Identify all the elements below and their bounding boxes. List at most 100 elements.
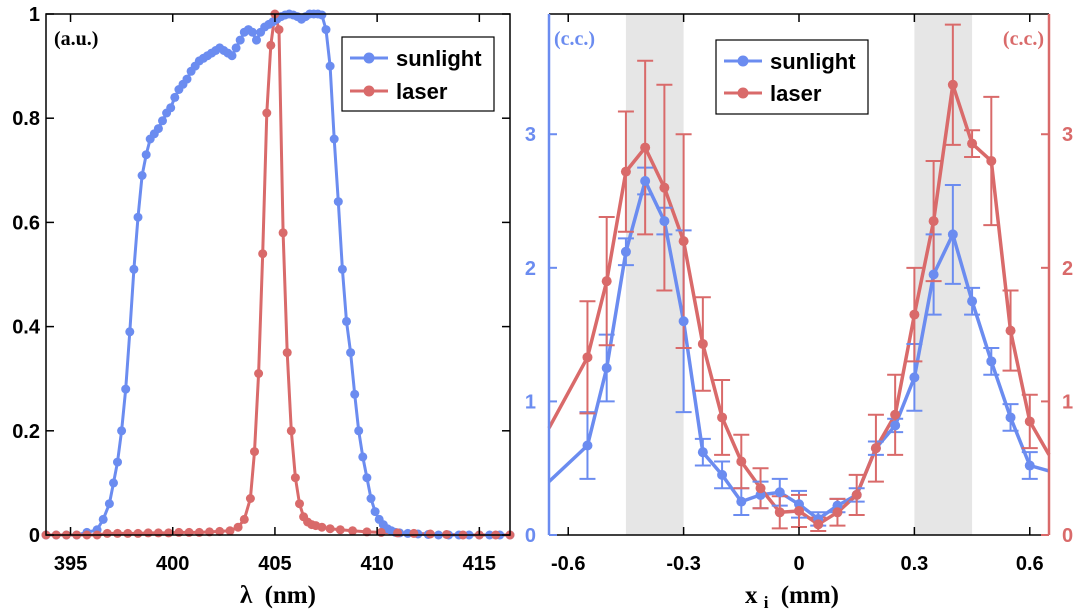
spectrum-sunlight-point: [370, 507, 380, 517]
correlation-laser-point: [967, 138, 978, 149]
legend-laser-marker: [363, 85, 375, 97]
spectrum-laser-point: [362, 527, 372, 537]
left-y-tick-label: 0: [525, 525, 536, 547]
correlation-laser-point: [832, 507, 843, 518]
spectrum-sunlight-point: [346, 348, 356, 358]
correlation-laser-point: [794, 505, 804, 516]
spectrum-sunlight-point: [342, 316, 351, 326]
spectrum-legend: sunlight laser: [341, 36, 495, 112]
spectrum-x-tick-label: 395: [54, 553, 87, 575]
spectrum-sunlight-point: [158, 116, 167, 126]
correlation-laser-point: [678, 236, 689, 247]
correlation-laser-point: [851, 489, 862, 500]
spectrum-laser-point: [164, 528, 174, 538]
spectrum-sunlight-point: [121, 384, 131, 394]
right-y-tick-label: 3: [1062, 124, 1073, 146]
correlation-laser-point: [755, 483, 766, 494]
left-y-tick-label: 3: [525, 124, 536, 146]
spectrum-laser-line: [46, 12, 510, 537]
spectrum-laser-point: [258, 249, 268, 259]
spectrum-y-tick-label: 1: [29, 4, 40, 26]
spectrum-laser-point: [254, 369, 264, 378]
spectrum-y-tick-label: 0.4: [12, 317, 41, 339]
correlation-series-points: [582, 79, 1035, 530]
correlation-laser-point: [1024, 416, 1035, 427]
left-y-tick-label: 2: [525, 258, 536, 280]
spectrum-laser-point: [233, 522, 243, 532]
correlation-laser-point: [909, 309, 920, 320]
spectrum-laser-point: [133, 528, 143, 538]
spectrum-sunlight-point: [109, 478, 118, 488]
spectrum-sunlight-point: [125, 327, 135, 337]
spectrum-sunlight-point: [247, 27, 257, 37]
spectrum-laser-point: [245, 494, 255, 503]
spectrum-plot-frame: [45, 13, 511, 536]
correlation-laser-point: [986, 155, 997, 166]
correlation-sunlight-point: [890, 420, 901, 431]
spectrum-sunlight-point: [333, 197, 343, 207]
spectrum-laser-point: [290, 473, 300, 483]
correlation-legend: sunlight laser: [715, 39, 869, 115]
spectrum-laser-point: [295, 499, 304, 509]
spectrum-legend-box: [341, 36, 495, 112]
spectrum-ticks: 395 400 405 410 415 0 0.2 0.4 0.6 0.8 1: [12, 4, 510, 575]
spectrum-laser-point: [205, 527, 214, 537]
spectrum-sunlight-point: [137, 171, 147, 180]
correlation-laser-point: [697, 338, 708, 349]
spectrum-sunlight-point: [235, 35, 245, 45]
correlation-laser-point: [601, 276, 612, 287]
spectrum-sunlight-point: [104, 499, 114, 509]
spectrum-sunlight-point: [362, 473, 372, 483]
correlation-series-lines: [547, 83, 1051, 527]
spectrum-sunlight-point: [337, 264, 347, 274]
spectrum-laser-point: [393, 528, 403, 538]
spectrum-y-tick-label: 0.2: [12, 421, 40, 443]
left-y-tick-label: 1: [525, 391, 536, 413]
spectrum-y-tick-label: 0.6: [12, 212, 40, 234]
spectrum-x-axis-label: λ (nm): [240, 582, 316, 609]
x-symbol: x: [745, 582, 758, 609]
correlation-sunlight-point: [947, 229, 958, 240]
correlation-sunlight-point: [1005, 412, 1016, 423]
right-unit-label: (c.c.): [1003, 28, 1044, 50]
spectrum-laser-point: [317, 522, 327, 532]
correlation-sunlight-point: [967, 296, 978, 307]
spectrum-sunlight-point: [117, 426, 127, 436]
correlation-chart: -0.6 -0.3 0 0.3 0.6 0 1 2 3 0 1 2 3 (c.c.) (c.c.) x …: [525, 13, 1073, 613]
legend2-laser-marker: [737, 87, 749, 99]
spectrum-sunlight-point: [358, 452, 368, 462]
correlation-sunlight-point: [1024, 460, 1035, 471]
correlation-sunlight-point: [986, 356, 997, 367]
spectrum-laser-point: [123, 528, 133, 538]
spectrum-unit-label: (a.u.): [54, 28, 98, 50]
spectrum-series-points: [41, 9, 515, 540]
correlation-x-axis-label: x i (mm): [745, 582, 839, 613]
legend-sunlight-marker: [363, 52, 375, 64]
right-y-tick-label: 1: [1062, 391, 1073, 413]
spectrum-laser-point: [278, 228, 288, 238]
correlation-laser-point: [928, 216, 939, 227]
spectrum-sunlight-point: [325, 61, 335, 71]
spectrum-sunlight-point: [252, 35, 261, 45]
spectrum-laser-point: [225, 526, 235, 536]
correlation-x-axis-unit: (mm): [781, 582, 839, 609]
correlation-x-tick-label: 0.6: [1016, 553, 1044, 575]
correlation-ticks: -0.6 -0.3 0 0.3 0.6 0 1 2 3 0 1 2 3: [525, 14, 1073, 575]
spectrum-sunlight-point: [166, 103, 176, 113]
correlation-laser-point: [774, 507, 785, 518]
spectrum-y-tick-label: 0.8: [12, 108, 40, 130]
spectrum-sunlight-point: [321, 25, 331, 35]
correlation-sunlight-point: [774, 487, 785, 498]
spectrum-laser-point: [250, 447, 259, 457]
spectrum-sunlight-point: [113, 457, 122, 467]
spectrum-laser-point: [348, 526, 358, 536]
x-subscript: i: [764, 593, 769, 612]
spectrum-laser-point: [425, 529, 435, 539]
spectrum-sunlight-point: [329, 134, 339, 144]
spectrum-x-tick-label: 410: [360, 553, 393, 575]
correlation-sunlight-point: [697, 447, 708, 458]
correlation-sunlight-point: [736, 496, 747, 507]
correlation-sunlight-point: [601, 363, 612, 374]
correlation-x-tick-label: -0.6: [551, 553, 585, 575]
